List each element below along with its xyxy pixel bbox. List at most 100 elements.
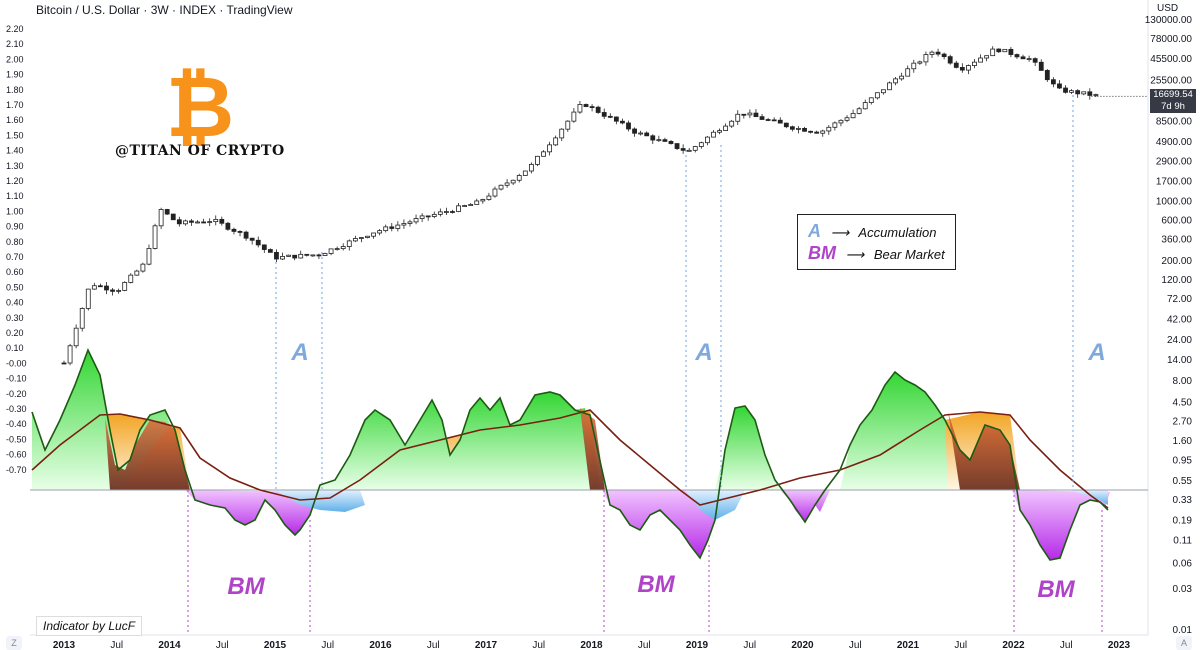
candle-body <box>674 143 680 149</box>
right-axis-tick: 1000.00 <box>1156 196 1193 207</box>
candle-body <box>1026 58 1032 61</box>
time-axis-tick: 2015 <box>264 640 287 650</box>
left-axis-tick: 1.40 <box>6 146 24 156</box>
candle-body <box>437 211 443 215</box>
candle-body <box>729 120 735 127</box>
candle-body <box>359 237 364 239</box>
candle-body <box>607 115 613 118</box>
osc-fast-line <box>31 347 1109 561</box>
candle-body <box>146 248 152 265</box>
left-axis-tick: 0.40 <box>6 298 24 308</box>
candle-body <box>650 135 656 141</box>
time-axis-tick: Jul <box>321 640 334 650</box>
candle-body <box>705 136 710 144</box>
candle-body <box>577 104 583 113</box>
candle-body <box>547 144 552 153</box>
candle-body <box>638 132 644 135</box>
legend-row-bear-market: BM ⟶ Bear Market <box>808 243 945 264</box>
candle-body <box>826 126 832 132</box>
candle-body <box>838 119 844 124</box>
candle-body <box>692 146 698 151</box>
left-axis-tick: 0.80 <box>6 237 24 247</box>
left-axis-tick: 0.10 <box>6 343 24 353</box>
candle-body <box>620 120 625 124</box>
right-axis-tick: 1700.00 <box>1156 177 1193 188</box>
candle-body <box>528 163 534 172</box>
candle-body <box>1087 91 1093 96</box>
right-axis-tick: 8500.00 <box>1156 117 1193 128</box>
candle-body <box>79 308 85 329</box>
candle-body <box>929 51 935 55</box>
candle-body <box>601 112 607 117</box>
osc-brown-area-2 <box>580 408 605 490</box>
right-axis-tick: 25500.00 <box>1150 76 1192 87</box>
candle-body <box>431 213 437 217</box>
candle-body <box>771 119 777 122</box>
arrow-right-icon: ⟶ <box>830 225 850 240</box>
left-axis-tick: 1.60 <box>6 115 24 125</box>
left-axis-tick: -0.00 <box>6 358 27 368</box>
auto-scale-a-icon[interactable]: A <box>1176 636 1192 650</box>
candle-body <box>832 122 838 128</box>
accumulation-label-3: A <box>1087 339 1105 366</box>
last-price-tag: 16699.54 7d 9h <box>1150 89 1196 113</box>
candle-body <box>492 188 498 197</box>
candle-body <box>844 117 850 121</box>
candle-body <box>255 239 261 246</box>
candle-body <box>941 53 947 58</box>
candle-body <box>98 285 103 288</box>
legend-key-a: A <box>808 221 821 241</box>
timezone-z-icon[interactable]: Z <box>6 636 22 650</box>
candle-body <box>808 130 813 133</box>
candle-body <box>182 220 188 225</box>
candle-body <box>686 149 692 152</box>
currency-label[interactable]: USD <box>1157 3 1179 14</box>
left-axis-tick: 1.80 <box>6 85 24 95</box>
right-axis-tick: 4.50 <box>1173 397 1193 408</box>
candle-body <box>267 249 273 253</box>
candle-body <box>535 155 540 165</box>
right-axis-tick: 200.00 <box>1161 256 1192 267</box>
legend-box: A ⟶ Accumulation BM ⟶ Bear Market <box>797 214 956 270</box>
time-axis-tick: Jul <box>110 640 123 650</box>
right-axis-tick: 1.60 <box>1173 436 1193 447</box>
time-axis[interactable]: 2013 Jul 2014 Jul 2015 Jul 2016 Jul 2017 Jul 2018 J… <box>53 640 1131 650</box>
candle-body <box>923 54 929 63</box>
left-axis-tick: -0.20 <box>6 389 27 399</box>
candle-body <box>990 48 996 57</box>
candle-body <box>310 254 316 257</box>
left-axis-tick: 2.20 <box>6 24 24 34</box>
candle-body <box>486 195 492 200</box>
candle-body <box>583 104 589 107</box>
candle-body <box>626 122 631 130</box>
candle-body <box>176 219 182 225</box>
right-axis-tick: 0.55 <box>1173 476 1193 487</box>
candle-body <box>1032 58 1038 63</box>
last-price-value: 16699.54 <box>1153 89 1193 100</box>
candle-body <box>207 221 213 224</box>
time-axis-tick: 2018 <box>580 640 603 650</box>
candle-body <box>972 61 977 66</box>
candle-body <box>158 209 164 227</box>
candle-body <box>595 106 601 113</box>
right-axis-tick: 0.06 <box>1173 558 1193 569</box>
right-axis-tick: 4900.00 <box>1156 137 1193 148</box>
right-axis-tick: 24.00 <box>1167 335 1192 346</box>
right-axis-tick: 0.19 <box>1173 515 1193 526</box>
time-axis-tick: 2021 <box>897 640 920 650</box>
left-axis-tick: -0.70 <box>6 465 27 475</box>
candle-body <box>462 205 468 207</box>
right-axis-tick: 120.00 <box>1161 275 1192 286</box>
right-axis-tick: 2900.00 <box>1156 157 1193 168</box>
right-axis-tick: 2.70 <box>1173 417 1193 428</box>
candle-body <box>292 254 298 259</box>
right-axis-tick: 0.03 <box>1173 584 1193 595</box>
candle-body <box>73 327 79 347</box>
candle-body <box>274 251 279 260</box>
candle-body <box>680 148 686 151</box>
right-axis-tick: 0.33 <box>1173 495 1193 506</box>
right-axis[interactable]: 130000.00 78000.00 45500.00 25500.00 8500.00… <box>1145 15 1193 636</box>
left-axis-tick: 1.20 <box>6 176 24 186</box>
candle-body <box>559 128 565 139</box>
left-axis-tick: -0.50 <box>6 434 27 444</box>
